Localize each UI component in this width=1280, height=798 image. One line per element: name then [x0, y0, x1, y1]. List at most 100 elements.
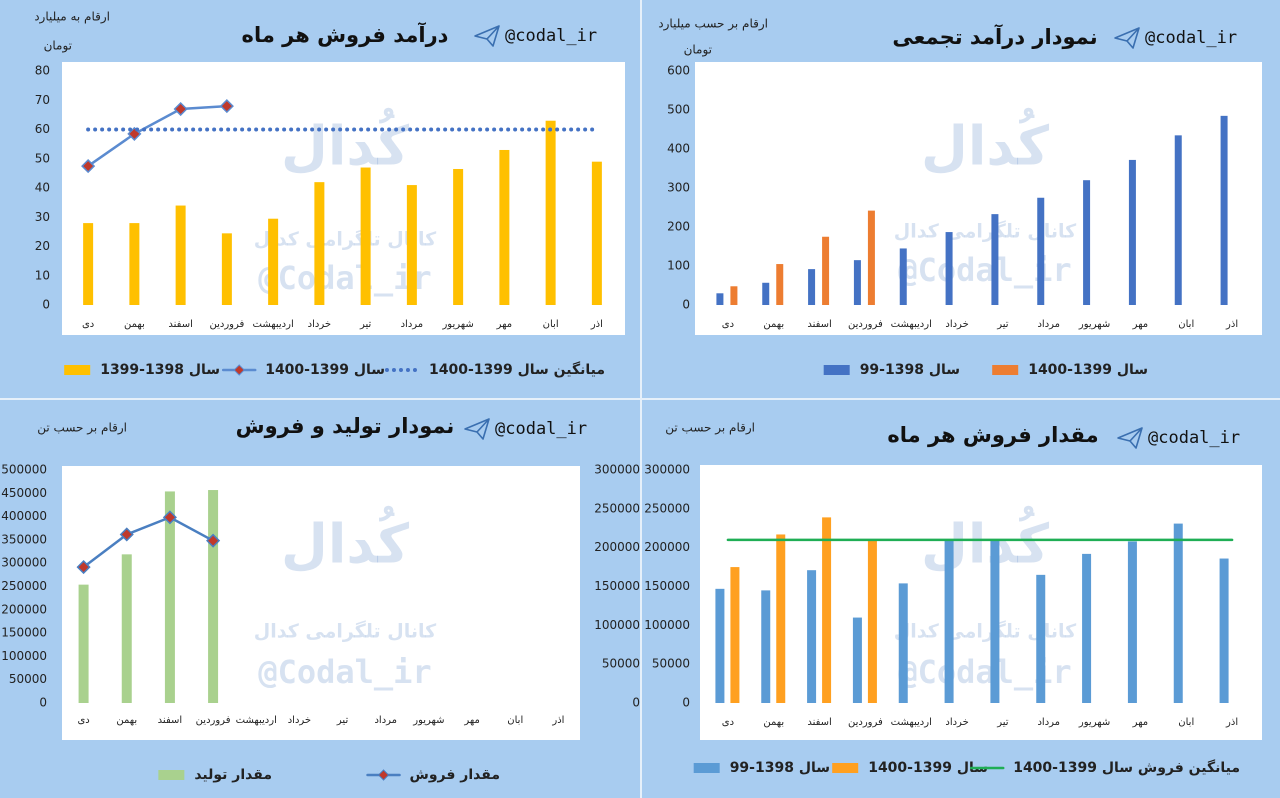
bar	[898, 583, 908, 703]
y-tick-label: 200000	[1, 602, 47, 616]
x-tick-label: شهریور	[412, 715, 444, 726]
x-tick-label: مهر	[463, 715, 479, 726]
chart-title: نمودار درآمد تجمعی	[892, 24, 1097, 49]
bar	[83, 223, 94, 305]
line-marker	[81, 159, 96, 174]
bar	[121, 554, 132, 703]
bar	[1083, 180, 1091, 305]
x-tick-label: اذر	[1225, 717, 1238, 728]
bar	[221, 233, 232, 305]
y-tick-label: 200000	[644, 540, 690, 554]
handle: @codal_ir	[1145, 28, 1237, 48]
y-tick-label: 40	[35, 181, 50, 195]
bar	[208, 490, 219, 703]
bar	[944, 540, 954, 703]
watermark-logo: کُدال	[281, 107, 410, 177]
y-tick-label: 200	[667, 220, 690, 234]
bar	[899, 248, 907, 305]
y-tick-label: 0	[682, 298, 690, 312]
y-tick-label: 450000	[1, 486, 47, 500]
watermark-channel: کانال تلگرامی کدال	[894, 620, 1077, 643]
bar	[1036, 574, 1046, 703]
telegram-icon	[1117, 427, 1143, 449]
legend-label: سال 1399-1400	[1028, 362, 1148, 378]
bar	[730, 286, 738, 305]
watermark-handle: @Codal_ir	[898, 653, 1071, 691]
bar	[268, 218, 279, 305]
legend-swatch	[823, 365, 850, 375]
legend-label: سال 1398-1399	[100, 362, 220, 378]
y-tick-label: 70	[35, 93, 50, 107]
bar	[1037, 197, 1045, 305]
x-tick-label: شهریور	[1078, 717, 1110, 728]
x-tick-label: اذر	[590, 319, 603, 330]
bar	[822, 517, 832, 703]
y2-tick-label: 50000	[602, 657, 640, 671]
legend-swatch	[158, 770, 185, 780]
unit-label: تومان	[684, 43, 712, 58]
x-tick-label: ابان	[1178, 717, 1194, 728]
x-tick-label: بهمن	[116, 715, 137, 726]
y-tick-label: 100	[667, 259, 690, 273]
x-tick-label: شهریور	[441, 319, 473, 330]
bar	[545, 120, 556, 305]
bar	[1173, 523, 1183, 703]
x-tick-label: بهمن	[124, 319, 145, 330]
watermark-channel: کانال تلگرامی کدال	[894, 220, 1077, 243]
bar	[1082, 553, 1092, 703]
handle: @codal_ir	[1148, 428, 1240, 448]
legend-swatch	[832, 763, 859, 773]
line-marker	[76, 560, 91, 575]
y-tick-label: 600	[667, 64, 690, 78]
bar	[776, 534, 786, 703]
unit-label: ارقام بر حسب تن	[37, 421, 127, 436]
bar	[867, 540, 877, 703]
legend-label: مقدار تولید	[194, 767, 272, 783]
y-tick-label: 50000	[9, 672, 47, 686]
x-tick-label: بهمن	[763, 319, 784, 330]
bar	[129, 223, 140, 305]
bar	[1220, 115, 1228, 305]
bar	[761, 590, 771, 703]
line-marker	[219, 99, 234, 114]
bar	[78, 584, 89, 703]
chart-title: نمودار تولید و فروش	[236, 414, 455, 438]
watermark-handle: @Codal_ir	[898, 251, 1071, 289]
bar	[991, 214, 999, 305]
y-tick-label: 60	[35, 122, 50, 136]
y2-tick-label: 300000	[594, 463, 640, 477]
bar	[822, 236, 830, 305]
bar	[762, 282, 770, 305]
x-tick-label: دی	[77, 715, 89, 726]
x-tick-label: شهریور	[1078, 319, 1110, 330]
unit-label: ارقام به میلیارد	[34, 10, 110, 25]
legend-swatch	[992, 365, 1019, 375]
x-tick-label: فروردین	[209, 319, 244, 330]
legend-label: سال 1398-99	[730, 760, 830, 776]
x-tick-label: بهمن	[763, 717, 784, 728]
y-tick-label: 0	[682, 696, 690, 710]
unit-label: ارقام بر حسب تن	[665, 421, 755, 436]
x-tick-label: خرداد	[945, 717, 968, 728]
x-tick-label: اسفند	[807, 717, 831, 728]
bar	[715, 588, 725, 703]
y-tick-label: 100000	[644, 618, 690, 632]
x-tick-label: مهر	[496, 319, 512, 330]
legend-marker	[377, 769, 390, 781]
x-tick-label: مرداد	[1037, 319, 1060, 330]
legend-label: میانگین سال 1399-1400	[429, 361, 605, 378]
chart-title: درآمد فروش هر ماه	[242, 22, 449, 47]
telegram-icon	[474, 25, 500, 47]
line-marker	[206, 533, 221, 548]
x-tick-label: ابان	[543, 319, 559, 330]
chart-title: مقدار فروش هر ماه	[887, 423, 1098, 447]
bar	[716, 293, 724, 305]
y2-tick-label: 0	[632, 696, 640, 710]
x-tick-label: مهر	[1132, 717, 1148, 728]
y-tick-label: 80	[35, 64, 50, 78]
x-tick-label: دی	[722, 717, 734, 728]
handle: @codal_ir	[495, 419, 587, 439]
bar	[591, 161, 602, 305]
bar	[314, 182, 325, 305]
